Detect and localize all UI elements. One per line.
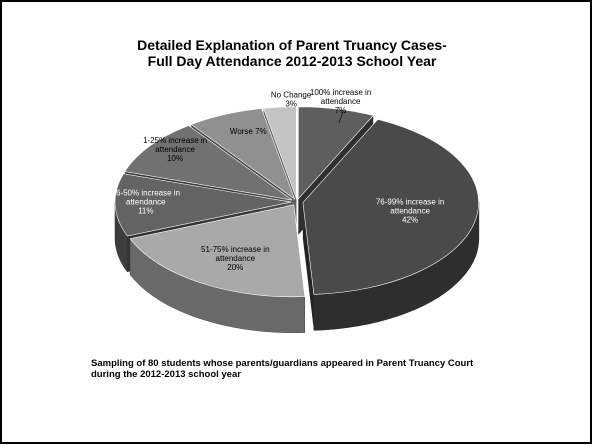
footnote-line-2: during the 2012-2013 school year (91, 369, 561, 380)
footnote-line-1: Sampling of 80 students whose parents/gu… (91, 358, 561, 369)
footnote: Sampling of 80 students whose parents/gu… (91, 358, 561, 380)
pie-slice-label: Worse 7% (230, 127, 267, 136)
